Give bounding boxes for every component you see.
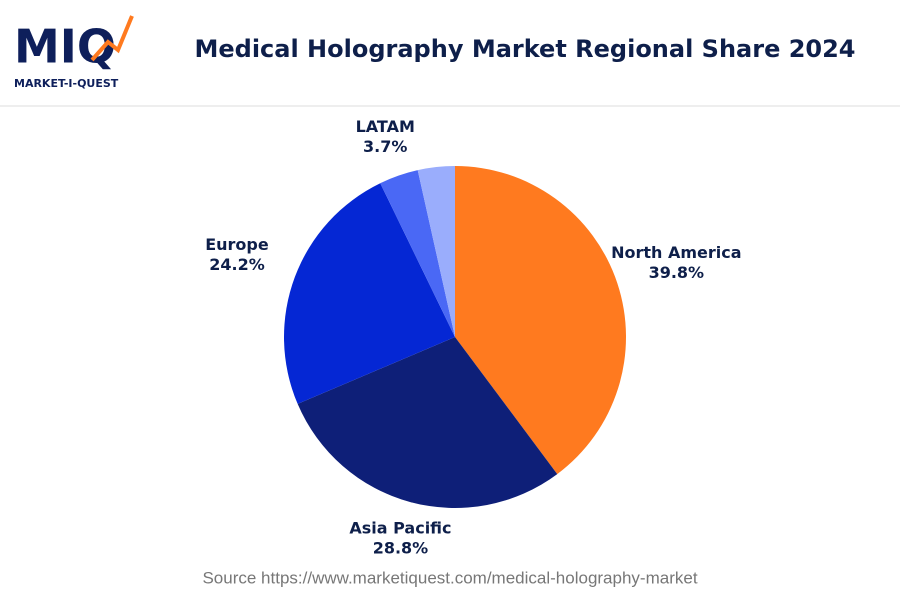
chart-title: Medical Holography Market Regional Share… xyxy=(194,35,855,63)
pie-slice xyxy=(380,170,455,337)
source: Source https://www.marketiquest.com/medi… xyxy=(202,568,697,587)
slice-label: Europe xyxy=(205,235,269,254)
logo-mark: MIQ xyxy=(14,20,116,74)
slice-label: LATAM xyxy=(356,117,415,136)
logo-name: MARKET-I-QUEST xyxy=(14,77,119,90)
logo-arrow xyxy=(90,15,134,62)
slice-value: 24.2% xyxy=(209,255,265,274)
pie-slice xyxy=(284,183,455,404)
pie-slice xyxy=(297,337,558,508)
slice-value: 3.7% xyxy=(363,137,407,156)
pie-slice xyxy=(417,166,455,337)
slice-value: 39.8% xyxy=(649,263,705,282)
slice-label: North America xyxy=(611,243,741,262)
pie-slice xyxy=(455,166,626,475)
slice-label: Asia Pacific xyxy=(349,518,451,537)
slice-value: 28.8% xyxy=(373,538,429,557)
